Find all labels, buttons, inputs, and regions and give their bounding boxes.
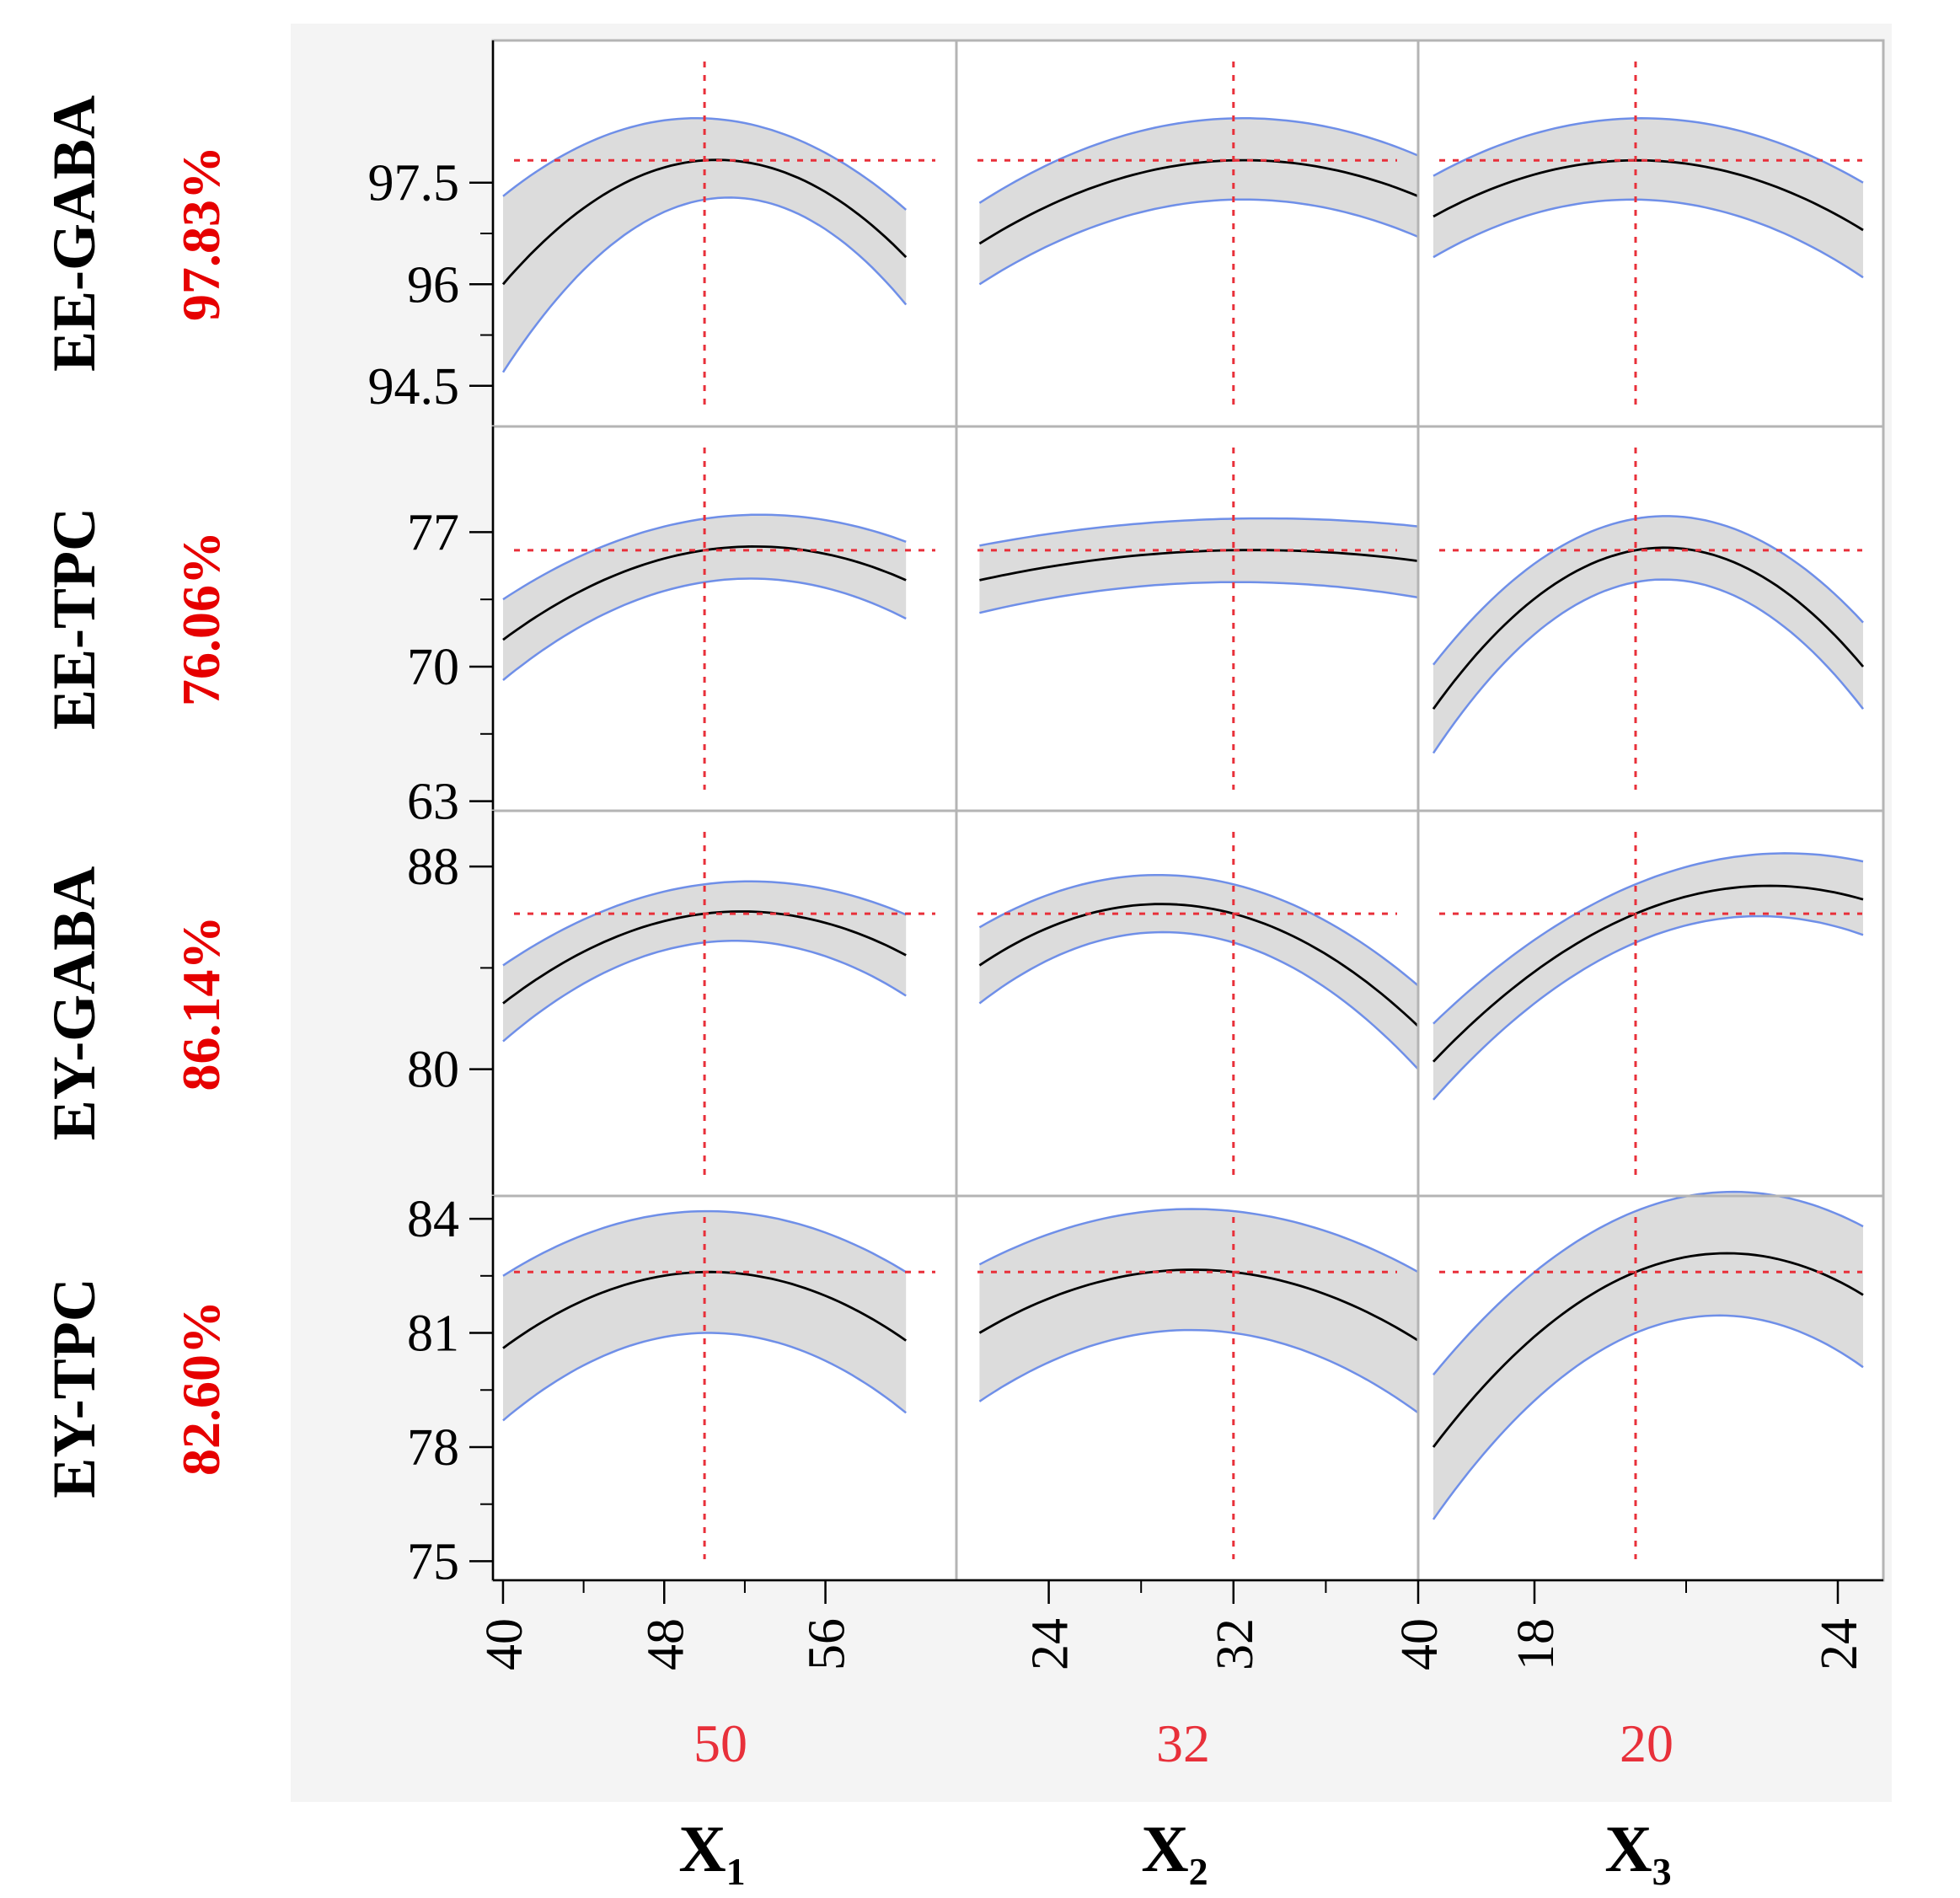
factor-name: X — [678, 1812, 726, 1885]
response-value-ee-tpc: 76.06% — [171, 531, 231, 706]
y-tick-label: 77 — [407, 504, 459, 561]
confidence-band — [1433, 516, 1863, 753]
response-value-ey-tpc: 82.60% — [171, 1300, 231, 1476]
confidence-band — [1433, 853, 1863, 1100]
factor-subscript: 3 — [1652, 1850, 1672, 1893]
band-upper-edge — [978, 873, 1419, 987]
band-upper-edge — [1433, 852, 1864, 1025]
band-lower-edge — [502, 1332, 907, 1422]
cell-ee-tpc-x1 — [491, 425, 958, 812]
cell-ey-gaba-x2 — [955, 809, 1420, 1198]
cell-ey-gaba-x1 — [491, 809, 958, 1198]
prediction-curve — [978, 903, 1419, 1027]
confidence-band — [1433, 118, 1863, 278]
band-lower-edge — [1432, 578, 1864, 754]
confidence-band — [979, 518, 1418, 614]
current-value-x1: 50 — [693, 1713, 747, 1773]
band-lower-edge — [978, 930, 1419, 1070]
band-lower-edge — [502, 577, 907, 681]
band-lower-edge — [979, 581, 1419, 614]
x-tick-label: 24 — [1811, 1618, 1868, 1670]
confidence-band — [503, 881, 907, 1042]
cell-background — [493, 811, 956, 1196]
cell-ee-tpc-x3 — [1416, 425, 1885, 812]
y-tick-label: 94.5 — [368, 358, 460, 416]
x-tick-label: 40 — [1391, 1618, 1449, 1670]
x-tick-label: 48 — [637, 1618, 694, 1670]
cell-background — [956, 426, 1418, 811]
response-value-ee-gaba: 97.83% — [171, 146, 231, 321]
y-tick-label: 78 — [407, 1419, 459, 1477]
factor-name: X — [1141, 1812, 1188, 1885]
confidence-band — [503, 514, 907, 680]
y-tick-label: 96 — [407, 256, 459, 314]
y-tick-label: 84 — [407, 1191, 459, 1248]
prediction-curve — [1432, 884, 1864, 1063]
y-tick-label: 81 — [407, 1306, 459, 1363]
factor-subscript: 1 — [726, 1850, 746, 1893]
y-tick-label: 70 — [407, 639, 459, 696]
cell-ee-gaba-x1 — [491, 39, 958, 428]
y-tick-label: 63 — [407, 774, 459, 831]
cell-ey-tpc-x2 — [955, 1194, 1420, 1582]
cell-ey-tpc-x3 — [1416, 1190, 1885, 1582]
response-label-ey-gaba: EY-GABA — [40, 866, 108, 1140]
confidence-band — [979, 1209, 1418, 1413]
cell-ey-gaba-x3 — [1416, 809, 1885, 1198]
confidence-band — [979, 875, 1418, 1070]
x-tick-label: 24 — [1022, 1618, 1079, 1670]
factor-label-x3: X3 — [1604, 1812, 1671, 1893]
cell-background — [956, 811, 1418, 1196]
cell-ee-gaba-x2 — [955, 39, 1420, 428]
current-value-x2: 32 — [1156, 1713, 1210, 1773]
band-lower-edge — [1433, 914, 1864, 1101]
x-tick-label: 40 — [476, 1618, 533, 1670]
band-upper-edge — [978, 117, 1419, 204]
confidence-band — [1433, 1192, 1863, 1520]
prediction-curve — [978, 158, 1419, 245]
prediction-curve — [1432, 546, 1865, 710]
band-upper-edge — [502, 1209, 907, 1277]
prediction-curve — [1433, 158, 1864, 232]
band-lower-edge — [978, 198, 1419, 286]
y-tick-label: 97.5 — [368, 155, 460, 212]
band-lower-edge — [1432, 1314, 1864, 1520]
y-tick-label: 80 — [407, 1042, 459, 1099]
x-tick-label: 32 — [1207, 1618, 1264, 1670]
factor-label-x1: X1 — [678, 1812, 745, 1893]
cell-ee-gaba-x3 — [1416, 39, 1885, 428]
response-label-ee-tpc: EE-TPC — [40, 507, 108, 730]
cell-ee-tpc-x2 — [955, 425, 1420, 812]
current-value-x3: 20 — [1620, 1713, 1673, 1773]
response-value-ey-gaba: 86.14% — [171, 916, 231, 1091]
factor-name: X — [1604, 1812, 1652, 1885]
response-label-ee-gaba: EE-GABA — [40, 95, 108, 372]
x-tick-label: 18 — [1507, 1618, 1565, 1670]
factor-label-x2: X2 — [1141, 1812, 1208, 1893]
cell-ey-tpc-x1 — [491, 1194, 958, 1582]
band-upper-edge — [978, 1208, 1419, 1273]
band-lower-edge — [1433, 198, 1864, 279]
y-tick-label: 75 — [407, 1533, 459, 1590]
x-tick-label: 56 — [799, 1618, 856, 1670]
prediction-curve — [978, 1268, 1419, 1342]
band-lower-edge — [978, 1328, 1419, 1414]
y-tick-label: 88 — [407, 839, 459, 896]
band-upper-edge — [1433, 117, 1864, 184]
factor-subscript: 2 — [1189, 1850, 1208, 1893]
prediction-curve — [1432, 1252, 1864, 1448]
band-upper-edge — [979, 517, 1419, 547]
response-label-ey-tpc: EY-TPC — [40, 1278, 108, 1498]
band-upper-edge — [502, 880, 907, 967]
band-upper-edge — [1433, 1190, 1864, 1375]
band-upper-edge — [1433, 515, 1864, 666]
